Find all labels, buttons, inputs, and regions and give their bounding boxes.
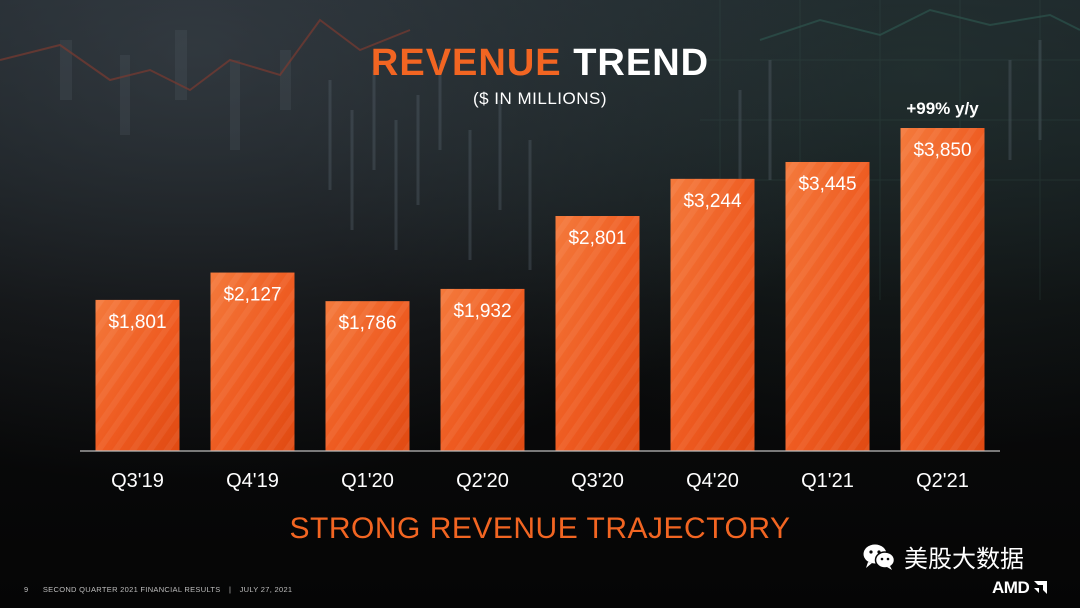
x-tick-label: Q3'20 <box>571 470 624 492</box>
bar-texture <box>785 161 870 452</box>
data-label: $1,801 <box>108 312 166 333</box>
bar-texture <box>210 272 295 451</box>
amd-arrow-icon <box>1034 580 1048 594</box>
x-tick-label: Q1'20 <box>341 470 394 492</box>
data-label: $1,932 <box>453 301 511 322</box>
data-label: $3,850 <box>913 140 971 161</box>
growth-annotation: +99% y/y <box>906 99 979 118</box>
x-tick-label: Q1'21 <box>801 470 854 492</box>
title-word-trend: TREND <box>573 42 710 84</box>
x-tick-label: Q4'20 <box>686 470 739 492</box>
data-label: $1,786 <box>338 313 396 334</box>
footer-date: JULY 27, 2021 <box>239 585 293 594</box>
tagline: STRONG REVENUE TRAJECTORY <box>289 512 791 545</box>
bar-texture <box>325 301 410 451</box>
wechat-icon <box>863 544 896 570</box>
chart-title: REVENUE TREND <box>0 42 1080 85</box>
amd-logo-text: AMD <box>992 578 1030 597</box>
bar-texture <box>555 216 640 451</box>
bar-texture <box>95 299 180 451</box>
bar-texture <box>670 178 755 451</box>
footer-report-title: SECOND QUARTER 2021 FINANCIAL RESULTS <box>42 585 221 594</box>
data-label: $3,445 <box>798 174 856 195</box>
wechat-watermark: 美股大数据 <box>862 539 1024 574</box>
x-tick-label: Q2'21 <box>916 470 969 492</box>
chart-subtitle: ($ IN MILLIONS) <box>472 89 608 108</box>
amd-logo: AMD <box>992 578 1048 598</box>
data-label: $2,801 <box>568 228 626 249</box>
bar-texture <box>440 288 525 451</box>
page-number: 9 <box>24 585 29 594</box>
footer: 9 SECOND QUARTER 2021 FINANCIAL RESULTS … <box>24 585 292 594</box>
x-tick-label: Q3'19 <box>111 470 164 492</box>
watermark-text: 美股大数据 <box>904 546 1024 573</box>
title-word-revenue: REVENUE <box>370 42 562 84</box>
data-label: $2,127 <box>223 285 281 306</box>
data-label: $3,244 <box>683 191 742 212</box>
background-trend-line <box>0 18 411 92</box>
x-tick-label: Q4'19 <box>226 470 279 492</box>
x-tick-label: Q2'20 <box>456 470 509 492</box>
bar-texture <box>900 128 985 451</box>
footer-separator: | <box>228 585 232 594</box>
